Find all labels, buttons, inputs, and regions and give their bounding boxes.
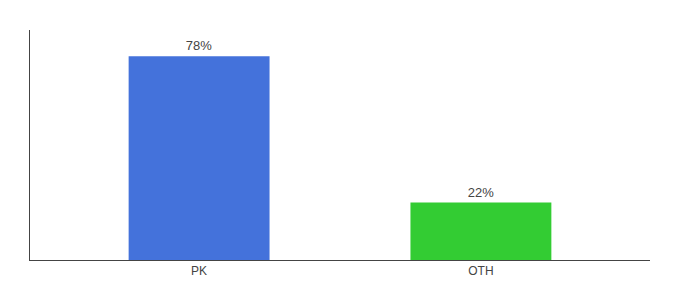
svg-text:PK: PK bbox=[191, 264, 207, 278]
svg-text:OTH: OTH bbox=[468, 264, 493, 278]
svg-text:22%: 22% bbox=[468, 185, 494, 200]
svg-text:78%: 78% bbox=[186, 38, 212, 53]
